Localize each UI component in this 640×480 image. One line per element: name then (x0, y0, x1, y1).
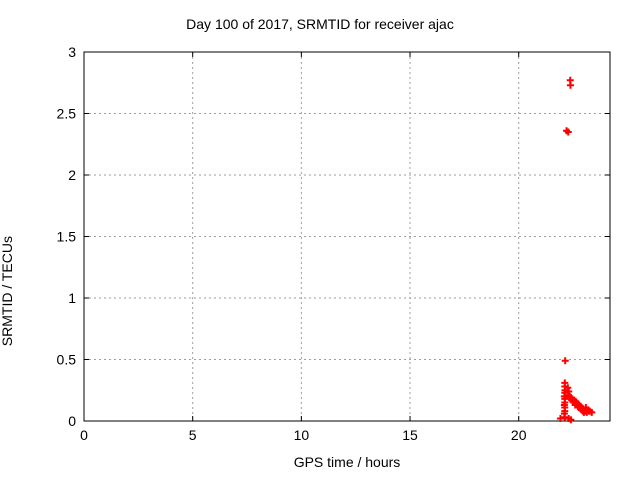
x-tick-label: 0 (80, 427, 88, 443)
y-tick-label: 0.5 (57, 352, 77, 368)
x-tick-labels: 0 5 10 15 20 (80, 427, 527, 443)
data-point (561, 413, 569, 421)
y-tick-label: 0 (68, 413, 76, 429)
data-point (566, 81, 574, 89)
y-tick-label: 1 (68, 290, 76, 306)
x-tick-label: 20 (511, 427, 527, 443)
x-tick-label: 15 (402, 427, 418, 443)
gridlines (83, 51, 610, 422)
y-tick-labels: 0 0.5 1 1.5 2 2.5 3 (57, 44, 77, 429)
data-point (588, 408, 596, 416)
data-points (556, 76, 596, 424)
y-tick-label: 2.5 (57, 106, 77, 122)
data-point (567, 416, 575, 424)
data-point (564, 128, 572, 136)
plot-border (83, 51, 611, 422)
y-axis-label-text: SRMTID / TECUs (0, 235, 15, 347)
x-axis-label: GPS time / hours (293, 454, 401, 470)
axis-ticks (83, 51, 610, 422)
x-tick-label: 5 (189, 427, 197, 443)
plot-border-rect (83, 51, 611, 422)
data-point (561, 357, 569, 365)
y-tick-label: 1.5 (57, 229, 77, 245)
y-tick-label: 3 (68, 44, 76, 60)
x-tick-label: 10 (294, 427, 310, 443)
data-point (556, 415, 564, 423)
y-tick-label: 2 (68, 167, 76, 183)
chart-title: Day 100 of 2017, SRMTID for receiver aja… (186, 16, 454, 32)
